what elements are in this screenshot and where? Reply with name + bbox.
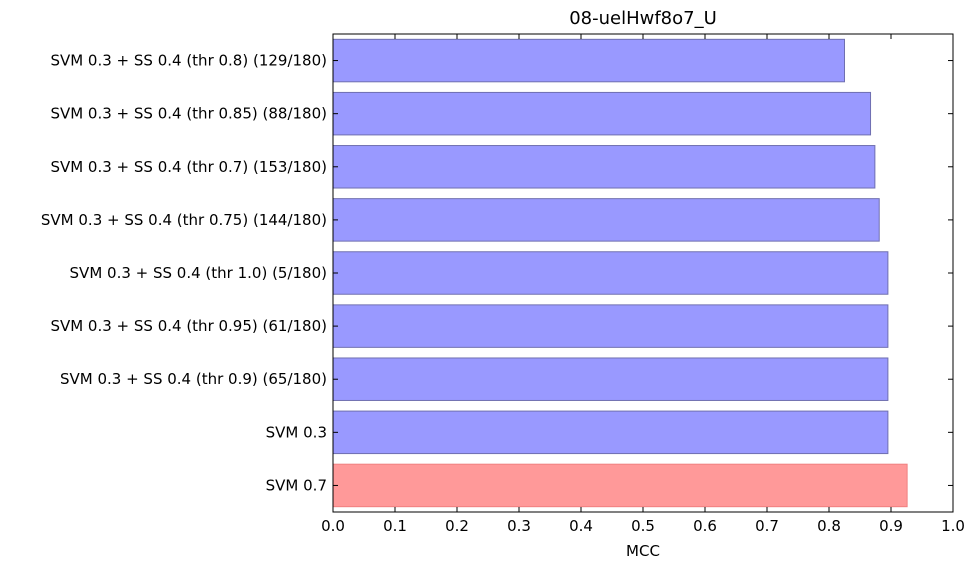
- y-tick-labels: SVM 0.3 + SS 0.4 (thr 0.8) (129/180) SVM …: [41, 52, 953, 494]
- bar: [332, 463, 908, 508]
- x-tick-label: 0.1: [383, 517, 407, 535]
- y-tick-label: SVM 0.3 + SS 0.4 (thr 1.0) (5/180): [70, 264, 327, 282]
- bar: [332, 198, 880, 242]
- bar: [332, 357, 889, 401]
- x-tick-label: 0.3: [507, 517, 531, 535]
- x-tick-label: 0.9: [879, 517, 903, 535]
- chart-title: 08-uelHwf8o7_U: [569, 8, 717, 29]
- y-tick-label: SVM 0.3 + SS 0.4 (thr 0.9) (65/180): [60, 370, 327, 388]
- y-tick-label: SVM 0.3 + SS 0.4 (thr 0.7) (153/180): [50, 158, 327, 176]
- y-tick-label: SVM 0.3: [266, 423, 327, 441]
- y-tick-label: SVM 0.3 + SS 0.4 (thr 0.95) (61/180): [50, 317, 327, 335]
- bar: [332, 38, 845, 83]
- y-tick-label: SVM 0.7: [266, 476, 327, 494]
- x-tick-label: 1.0: [941, 517, 965, 535]
- x-tick-label: 0.7: [755, 517, 779, 535]
- x-tick-label: 0.2: [445, 517, 469, 535]
- bar: [332, 91, 872, 136]
- x-tick-label: 0.5: [631, 517, 655, 535]
- y-tick-label: SVM 0.3 + SS 0.4 (thr 0.75) (144/180): [41, 211, 327, 229]
- x-tick-label: 0.6: [693, 517, 717, 535]
- bar: [332, 251, 889, 295]
- bar: [332, 145, 876, 189]
- bars-group: [332, 38, 908, 508]
- y-tick-label: SVM 0.3 + SS 0.4 (thr 0.85) (88/180): [50, 105, 327, 123]
- x-tick-label: 0.0: [321, 517, 345, 535]
- x-tick-label: 0.8: [817, 517, 841, 535]
- x-tick-labels: 0.0 0.1 0.2 0.3 0.4 0.5 0.6 0.7 0.8 0.9 1.0: [321, 34, 965, 535]
- x-axis-label: MCC: [626, 542, 660, 560]
- y-tick-label: SVM 0.3 + SS 0.4 (thr 0.8) (129/180): [50, 52, 327, 70]
- bar: [332, 410, 889, 455]
- x-tick-label: 0.4: [569, 517, 593, 535]
- bar: [332, 304, 889, 348]
- plot-frame: [332, 33, 954, 513]
